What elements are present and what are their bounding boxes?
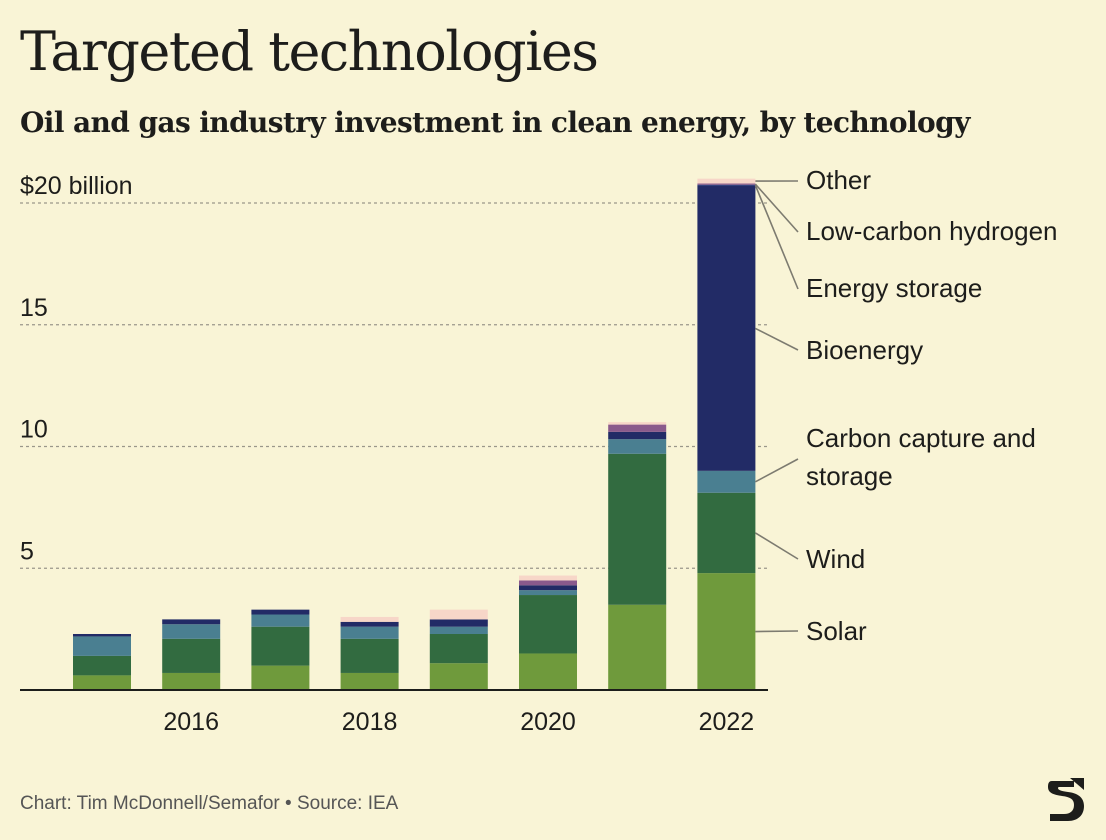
bar-carbon-capture-and-storage-2016 (162, 624, 221, 639)
gridlines (20, 202, 768, 569)
bar-other-2019 (429, 609, 488, 620)
bar-wind-2020 (519, 595, 577, 654)
bar-wind-2017 (251, 626, 310, 666)
bar-bioenergy-2016 (162, 619, 221, 625)
bar-wind-2018 (340, 638, 399, 673)
legend-leader-line (755, 327, 799, 351)
x-tick-label: 2016 (163, 708, 219, 736)
bar-carbon-capture-and-storage-2021 (608, 439, 667, 454)
bar-other-2020 (519, 575, 577, 581)
bar-carbon-capture-and-storage-2018 (340, 626, 399, 639)
bar-bioenergy-2020 (519, 585, 577, 591)
bar-solar-2017 (251, 665, 310, 690)
bar-low-carbon-hydrogen-2021 (608, 424, 667, 432)
legend-label-solar: Solar (806, 616, 867, 646)
bar-solar-2022 (697, 573, 756, 690)
bar-wind-2019 (429, 633, 488, 664)
x-tick-label: 2020 (520, 708, 576, 736)
bar-solar-2020 (519, 653, 577, 690)
legend-label-wind: Wind (806, 544, 865, 574)
chart-title: Targeted technologies (20, 20, 599, 83)
bar-wind-2015 (73, 655, 131, 676)
legend-label-low-carbon-hydrogen: Low-carbon hydrogen (806, 216, 1058, 246)
bar-bioenergy-2018 (340, 621, 399, 627)
x-tick-label: 2022 (699, 708, 755, 736)
bar-other-2018 (340, 616, 399, 622)
legend-label-other: Other (806, 165, 871, 195)
bar-wind-2021 (608, 453, 667, 605)
bar-bioenergy-2019 (429, 619, 488, 627)
legend-label-energy-storage: Energy storage (806, 273, 982, 303)
bar-wind-2022 (697, 492, 756, 574)
bar-carbon-capture-and-storage-2022 (697, 470, 756, 493)
axes: 5 10 15 $20 billion 2016 2018 2020 2022 (20, 172, 768, 736)
bars (73, 178, 756, 690)
bar-carbon-capture-and-storage-2017 (251, 614, 310, 627)
chart-credit: Chart: Tim McDonnell/Semafor • Source: I… (20, 793, 399, 814)
bar-wind-2016 (162, 638, 221, 673)
bar-low-carbon-hydrogen-2020 (519, 580, 577, 586)
bar-other-2022 (697, 178, 756, 184)
legend-leader-line (754, 185, 799, 290)
bar-energy-storage-2022 (697, 184, 756, 186)
bar-solar-2021 (608, 604, 667, 690)
bar-carbon-capture-and-storage-2019 (429, 626, 488, 634)
stacked-bar-chart: 5 10 15 $20 billion 2016 2018 2020 2022 Other Lo… (20, 165, 1058, 736)
x-tick-label: 2018 (342, 708, 398, 736)
bar-carbon-capture-and-storage-2020 (519, 590, 577, 596)
y-tick-label: 15 (20, 294, 48, 322)
legend-leader-line (755, 458, 799, 483)
bar-bioenergy-2015 (73, 633, 131, 637)
bar-carbon-capture-and-storage-2015 (73, 636, 131, 656)
legend-label-carbon-capture-and-storage: Carbon capture and storage (806, 423, 1036, 491)
bar-other-2021 (608, 422, 667, 425)
y-tick-label: 10 (20, 416, 48, 444)
bar-bioenergy-2022 (697, 185, 756, 471)
legend-leader-line (754, 183, 799, 233)
legend: Other Low-carbon hydrogen Energy storage Bi… (754, 165, 1058, 646)
bar-solar-2018 (340, 672, 399, 690)
bar-solar-2019 (429, 663, 488, 690)
bar-bioenergy-2021 (608, 431, 667, 440)
legend-label-bioenergy: Bioenergy (806, 335, 923, 365)
legend-leader-line (754, 532, 799, 560)
bar-solar-2015 (73, 675, 131, 690)
bar-solar-2016 (162, 672, 221, 690)
bar-bioenergy-2017 (251, 609, 310, 615)
y-tick-label: 5 (20, 537, 34, 565)
legend-leader-line (755, 630, 799, 633)
semafor-logo-icon (1048, 778, 1084, 821)
bar-low-carbon-hydrogen-2022 (697, 183, 756, 185)
chart-subtitle: Oil and gas industry investment in clean… (20, 106, 970, 139)
y-tick-label: $20 billion (20, 172, 133, 200)
